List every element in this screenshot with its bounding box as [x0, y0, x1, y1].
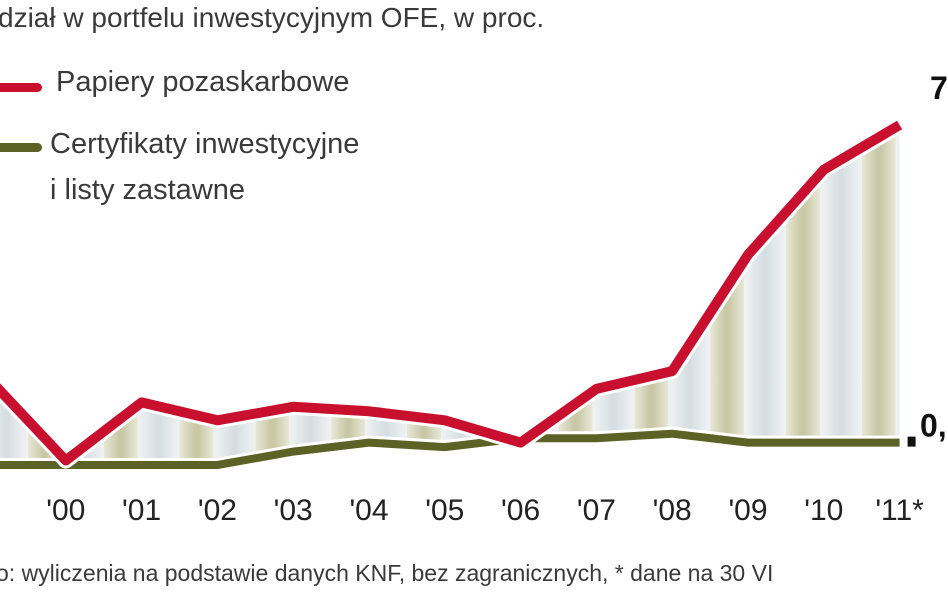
area-gap [62, 125, 104, 465]
x-tick-label: '03 [274, 494, 313, 527]
chart-title: dział w portfelu inwestycyjnym OFE, w pr… [0, 2, 545, 33]
area-gap [668, 125, 711, 465]
area-band [785, 125, 821, 465]
legend-label-papiery: Papiery pozaskarbowe [56, 66, 350, 98]
legend-label-certyfikaty-1: Certyfikaty inwestycyjne [50, 128, 360, 160]
x-tick-label: '04 [349, 494, 388, 527]
area-band [558, 125, 593, 465]
area-gap [137, 125, 180, 465]
x-tick-label: '01 [122, 494, 161, 527]
legend-swatch-red [0, 83, 42, 92]
x-tick-label: '08 [653, 494, 692, 527]
area-gap [744, 125, 786, 465]
x-tick-label: '10 [804, 494, 843, 527]
x-tick-label: '05 [425, 494, 464, 527]
source-note: o: wyliczenia na podstawie danych KNF, b… [0, 560, 774, 586]
legend-label-certyfikaty-2: i listy zastawne [50, 174, 246, 206]
area-gap [592, 125, 635, 465]
area-band [255, 125, 290, 465]
area-band [634, 125, 669, 465]
end-label-papiery: 7 [930, 70, 948, 106]
series-line-certyfikaty [0, 429, 900, 469]
area-gap [289, 125, 332, 465]
area-gap [895, 125, 900, 465]
x-tick-label: '06 [501, 494, 540, 527]
series-line-papiery [0, 120, 903, 466]
x-tick-label: '00 [46, 494, 85, 527]
end-point-marker [907, 436, 916, 447]
x-tick-label: '02 [198, 494, 237, 527]
area-gap [820, 125, 862, 465]
x-tick-label: '11* [875, 494, 924, 527]
area-band [482, 125, 517, 465]
x-tick-label: '07 [577, 494, 616, 527]
legend-swatch-green [0, 143, 42, 152]
area-band [331, 125, 366, 465]
end-label-certyfikaty: 0, [920, 408, 947, 444]
x-tick-label: '09 [728, 494, 767, 527]
area-band [861, 125, 896, 465]
